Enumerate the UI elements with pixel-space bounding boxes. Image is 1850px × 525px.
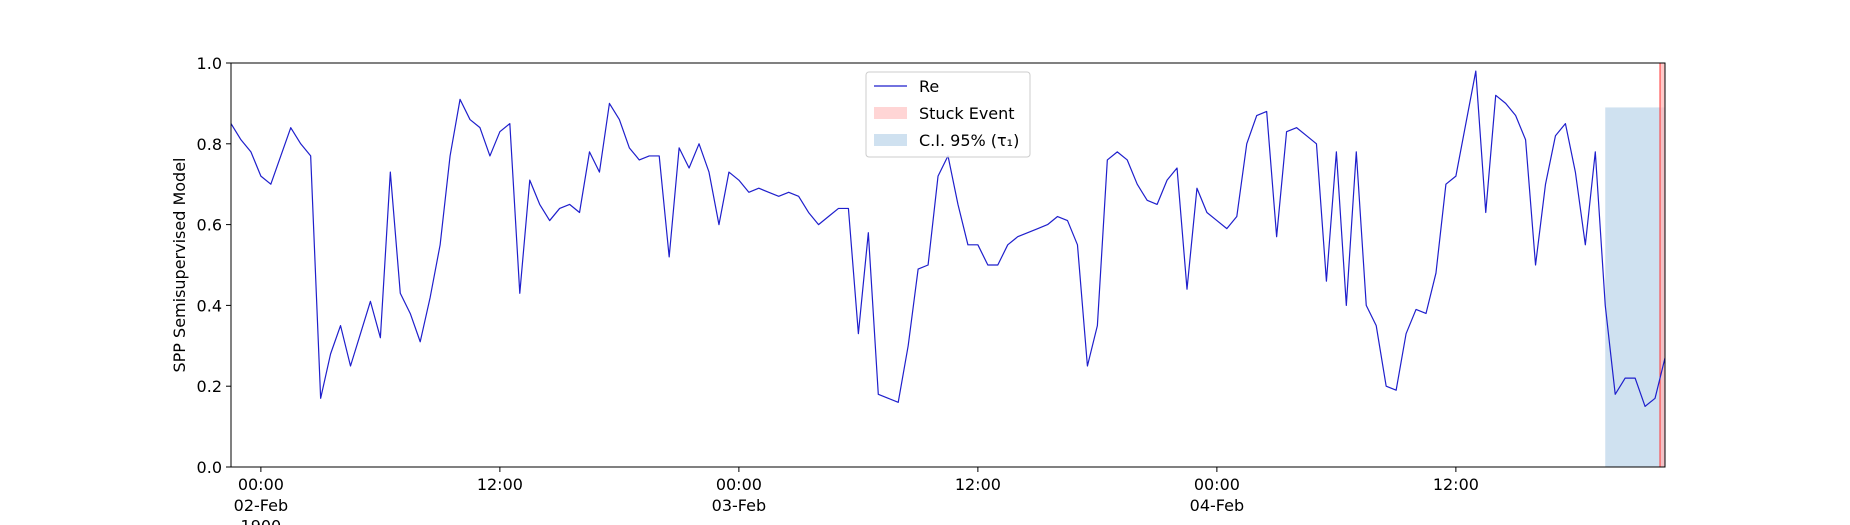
y-tick-label: 0.2 [197, 377, 222, 396]
region [1605, 107, 1665, 467]
legend-patch [874, 134, 907, 146]
x-tick-label: 00:00 04-Feb [1190, 475, 1244, 515]
y-axis-label: SPP Semisupervised Model [170, 158, 189, 373]
y-tick-label: 0.8 [197, 135, 222, 154]
x-tick-label: 12:00 [955, 475, 1001, 494]
x-tick-label: 12:00 [477, 475, 523, 494]
y-tick-label: 0.0 [197, 458, 222, 477]
legend-patch [874, 107, 907, 119]
legend-label: Re [919, 77, 939, 96]
x-tick-label: 12:00 [1433, 475, 1479, 494]
y-tick-label: 0.6 [197, 216, 222, 235]
plot-frame [230, 62, 1666, 468]
legend-label: C.I. 95% (τ₁) [919, 131, 1019, 150]
y-tick-label: 1.0 [197, 54, 222, 73]
y-tick-label: 0.4 [197, 296, 222, 315]
x-tick-label: 00:00 03-Feb [712, 475, 766, 515]
region [1659, 62, 1666, 468]
legend-label: Stuck Event [919, 104, 1015, 123]
